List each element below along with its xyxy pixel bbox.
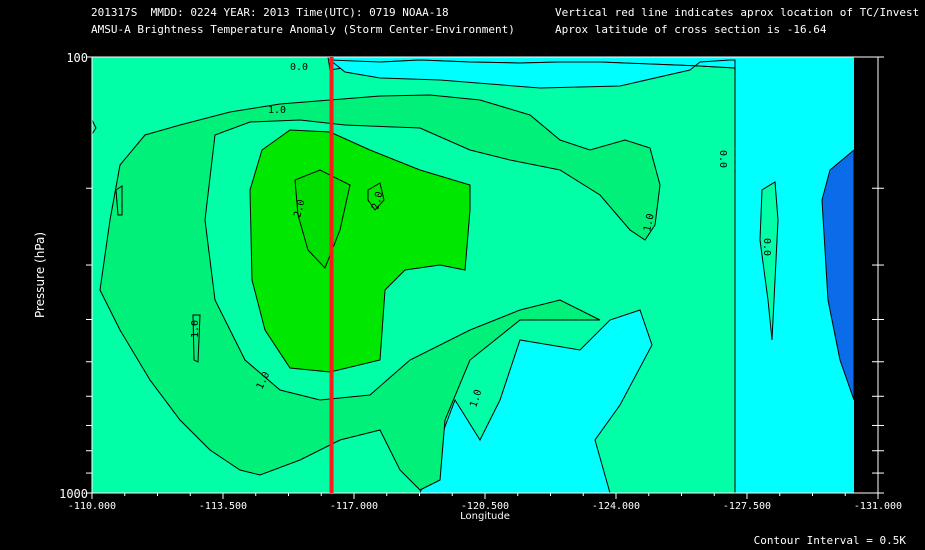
contour-loop-left2: [192, 314, 201, 363]
header-line1-right: Vertical red line indicates aprox locati…: [555, 6, 920, 19]
contour-label: 2.0: [292, 198, 307, 218]
x-tick-label: -131.000: [854, 501, 902, 512]
x-tick-label: -120.500: [461, 501, 509, 512]
x-tick-label: -113.500: [199, 501, 247, 512]
top-cyan-intrusion: [328, 59, 736, 89]
contour-label: 2.0: [370, 190, 385, 210]
missing-data-strip: [854, 57, 878, 493]
y-tick-label: 100: [66, 51, 88, 65]
y-axis-title: Pressure (hPa): [33, 232, 47, 318]
contour-label: 0.0: [761, 238, 772, 256]
y-axis: 100 1000: [59, 51, 884, 501]
header-line2-left: AMSU-A Brightness Temperature Anomaly (S…: [91, 23, 515, 36]
x-tick-label: -124.000: [592, 501, 640, 512]
contour-interval-label: Contour Interval = 0.5K: [754, 534, 907, 547]
x-tick-label: -127.500: [723, 501, 771, 512]
contour-label: 1.0: [190, 320, 201, 338]
contour-loop-left: [115, 185, 123, 216]
contour-label: 1.0: [642, 213, 657, 233]
contour-label: 0.0: [290, 62, 308, 73]
header-line2-right: Aprox latitude of cross section is -16.6…: [555, 23, 827, 36]
x-axis: -110.000 -113.500 -117.000 -120.500 -124.000…: [68, 493, 902, 512]
contour-label: 1.0: [468, 388, 484, 409]
contour-loop-right: [759, 181, 779, 341]
contour-region-1.5: [99, 94, 661, 491]
contour-small-core: [367, 182, 385, 211]
contour-label: 0.0: [717, 150, 728, 168]
x-axis-title: Longitude: [460, 511, 510, 522]
contour-loop-far-left: [91, 119, 97, 135]
x-tick-label: -117.000: [330, 501, 378, 512]
y-tick-label: 1000: [59, 487, 88, 501]
contour-label: 1.0: [268, 105, 286, 116]
contour-region-negative: [821, 148, 855, 401]
x-tick-label: -110.000: [68, 501, 116, 512]
header-line1-left: 201317S MMDD: 0224 YEAR: 2013 Time(UTC):…: [91, 6, 449, 19]
